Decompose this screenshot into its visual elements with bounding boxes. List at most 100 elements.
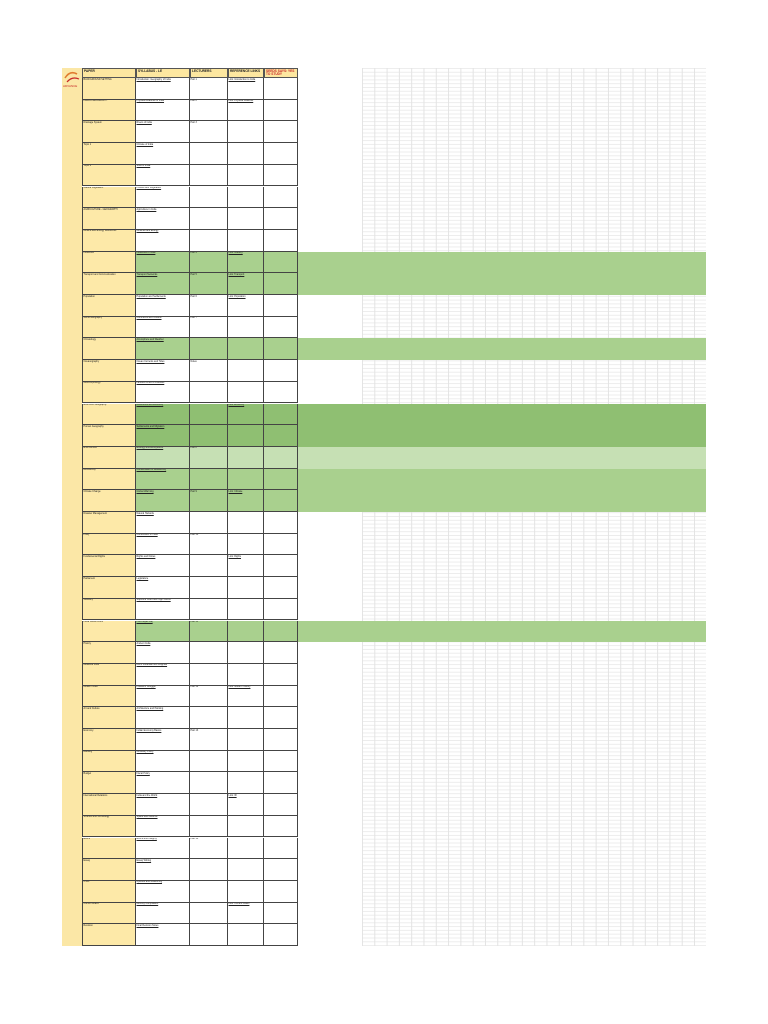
cell-lecturers[interactable]: Part 12 xyxy=(190,685,228,708)
cell-reference-link[interactable] xyxy=(228,143,264,165)
cell-paper[interactable]: History xyxy=(82,642,136,664)
cell-syllabus[interactable]: Landforms and Processes xyxy=(136,381,190,404)
header-syllabus[interactable]: SYLLABUS - LE xyxy=(136,68,190,78)
cell-reference-link[interactable] xyxy=(228,425,264,447)
cell-reference-link[interactable]: Link: Climate xyxy=(228,490,264,512)
cell-lecturers[interactable] xyxy=(190,750,228,773)
cell-paper[interactable]: Modern India xyxy=(82,685,136,708)
cell-seeds-says[interactable] xyxy=(264,143,298,165)
cell-lecturers[interactable] xyxy=(190,642,228,664)
cell-lecturers[interactable] xyxy=(190,512,228,534)
cell-lecturers[interactable]: Part 9 xyxy=(190,490,228,512)
cell-paper[interactable]: Current Affairs xyxy=(82,902,136,925)
cell-paper[interactable]: Human Geography xyxy=(82,425,136,447)
cell-seeds-says[interactable] xyxy=(264,902,298,925)
cell-paper[interactable]: Fundamental Rights xyxy=(82,555,136,578)
cell-lecturers[interactable]: Part 5 xyxy=(190,273,228,295)
cell-seeds-says[interactable] xyxy=(264,164,298,187)
cell-syllabus[interactable]: Transport Networks xyxy=(136,273,190,295)
cell-reference-link[interactable] xyxy=(228,750,264,773)
cell-paper[interactable]: Revision xyxy=(82,924,136,946)
cell-lecturers[interactable]: Part 2 xyxy=(190,99,228,122)
cell-lecturers[interactable]: Part 3 xyxy=(190,121,228,144)
cell-paper[interactable]: AGRICULTURE - GEOGRAPHY xyxy=(82,208,136,230)
cell-reference-link[interactable] xyxy=(228,446,264,469)
cell-paper[interactable]: Geomorphology xyxy=(82,381,136,404)
cell-syllabus[interactable]: Settlements and Migration xyxy=(136,425,190,447)
cell-seeds-says[interactable] xyxy=(264,794,298,816)
cell-seeds-says[interactable] xyxy=(264,512,298,534)
cell-reference-link[interactable]: Link: Economy xyxy=(228,403,264,426)
cell-reference-link[interactable] xyxy=(228,577,264,599)
cell-paper[interactable]: Parliament xyxy=(82,577,136,599)
cell-lecturers[interactable]: Part 10 xyxy=(190,533,228,556)
cell-seeds-says[interactable] xyxy=(264,577,298,599)
cell-paper[interactable]: Drainage System xyxy=(82,121,136,144)
cell-seeds-says[interactable] xyxy=(264,707,298,729)
cell-reference-link[interactable] xyxy=(228,729,264,751)
cell-paper[interactable]: Climate Change xyxy=(82,490,136,512)
cell-lecturers[interactable]: Notes xyxy=(190,360,228,382)
cell-syllabus[interactable]: Monthly Compilation xyxy=(136,902,190,925)
cell-lecturers[interactable] xyxy=(190,468,228,491)
cell-syllabus[interactable]: Panchayati Raj xyxy=(136,620,190,643)
cell-lecturers[interactable] xyxy=(190,164,228,187)
cell-lecturers[interactable]: Part 14 xyxy=(190,837,228,860)
cell-syllabus[interactable]: Ocean Currents and Tides xyxy=(136,360,190,382)
cell-lecturers[interactable]: Part 1 xyxy=(190,78,228,100)
cell-seeds-says[interactable] xyxy=(264,403,298,426)
header-lecturers[interactable]: LECTURERS xyxy=(190,68,228,78)
cell-lecturers[interactable] xyxy=(190,186,228,209)
cell-seeds-says[interactable] xyxy=(264,425,298,447)
cell-lecturers[interactable] xyxy=(190,707,228,729)
cell-seeds-says[interactable] xyxy=(264,729,298,751)
cell-paper[interactable]: Topic 1 xyxy=(82,143,136,165)
header-reference-links[interactable]: REFERENCE LINKS xyxy=(228,68,264,78)
cell-syllabus[interactable]: Global Warming xyxy=(136,490,190,512)
cell-reference-link[interactable]: Link: Industry xyxy=(228,251,264,274)
cell-reference-link[interactable] xyxy=(228,208,264,230)
cell-lecturers[interactable]: Part 11 xyxy=(190,620,228,643)
cell-paper[interactable]: Science and Technology xyxy=(82,815,136,838)
cell-syllabus[interactable]: Architecture and Painting xyxy=(136,707,190,729)
cell-lecturers[interactable] xyxy=(190,381,228,404)
cell-lecturers[interactable] xyxy=(190,208,228,230)
cell-reference-link[interactable] xyxy=(228,620,264,643)
header-paper[interactable]: PAPER xyxy=(82,68,136,78)
cell-paper[interactable]: Medieval India xyxy=(82,663,136,686)
cell-reference-link[interactable] xyxy=(228,164,264,187)
cell-syllabus[interactable]: Supreme Court and High Courts xyxy=(136,598,190,621)
cell-paper[interactable]: Banking xyxy=(82,750,136,773)
cell-paper[interactable]: Local Government xyxy=(82,620,136,643)
cell-reference-link[interactable] xyxy=(228,229,264,252)
cell-reference-link[interactable] xyxy=(228,598,264,621)
cell-reference-link[interactable] xyxy=(228,533,264,556)
cell-lecturers[interactable]: Part 7 xyxy=(190,316,228,339)
cell-reference-link[interactable] xyxy=(228,360,264,382)
cell-reference-link[interactable] xyxy=(228,837,264,860)
cell-syllabus[interactable]: Aptitude and Reasoning xyxy=(136,880,190,903)
cell-seeds-says[interactable] xyxy=(264,251,298,274)
cell-seeds-says[interactable] xyxy=(264,468,298,491)
cell-seeds-says[interactable] xyxy=(264,555,298,578)
cell-seeds-says[interactable] xyxy=(264,598,298,621)
cell-syllabus[interactable]: Ancient India xyxy=(136,642,190,664)
cell-reference-link[interactable]: Link: Modern History xyxy=(228,685,264,708)
cell-lecturers[interactable] xyxy=(190,143,228,165)
cell-lecturers[interactable] xyxy=(190,772,228,795)
cell-syllabus[interactable]: Delhi Sultanate and Mughals xyxy=(136,663,190,686)
cell-syllabus[interactable]: Introduction: Geography of India xyxy=(136,78,190,100)
cell-lecturers[interactable] xyxy=(190,425,228,447)
cell-lecturers[interactable] xyxy=(190,403,228,426)
cell-paper[interactable]: Environment xyxy=(82,446,136,469)
cell-reference-link[interactable] xyxy=(228,880,264,903)
cell-seeds-says[interactable] xyxy=(264,121,298,144)
cell-reference-link[interactable] xyxy=(228,772,264,795)
cell-syllabus[interactable]: Rivers of India xyxy=(136,121,190,144)
cell-seeds-says[interactable] xyxy=(264,490,298,512)
cell-paper[interactable]: World Geography xyxy=(82,316,136,339)
cell-seeds-says[interactable] xyxy=(264,316,298,339)
cell-syllabus[interactable]: India and the World xyxy=(136,794,190,816)
cell-lecturers[interactable] xyxy=(190,859,228,881)
cell-lecturers[interactable] xyxy=(190,794,228,816)
